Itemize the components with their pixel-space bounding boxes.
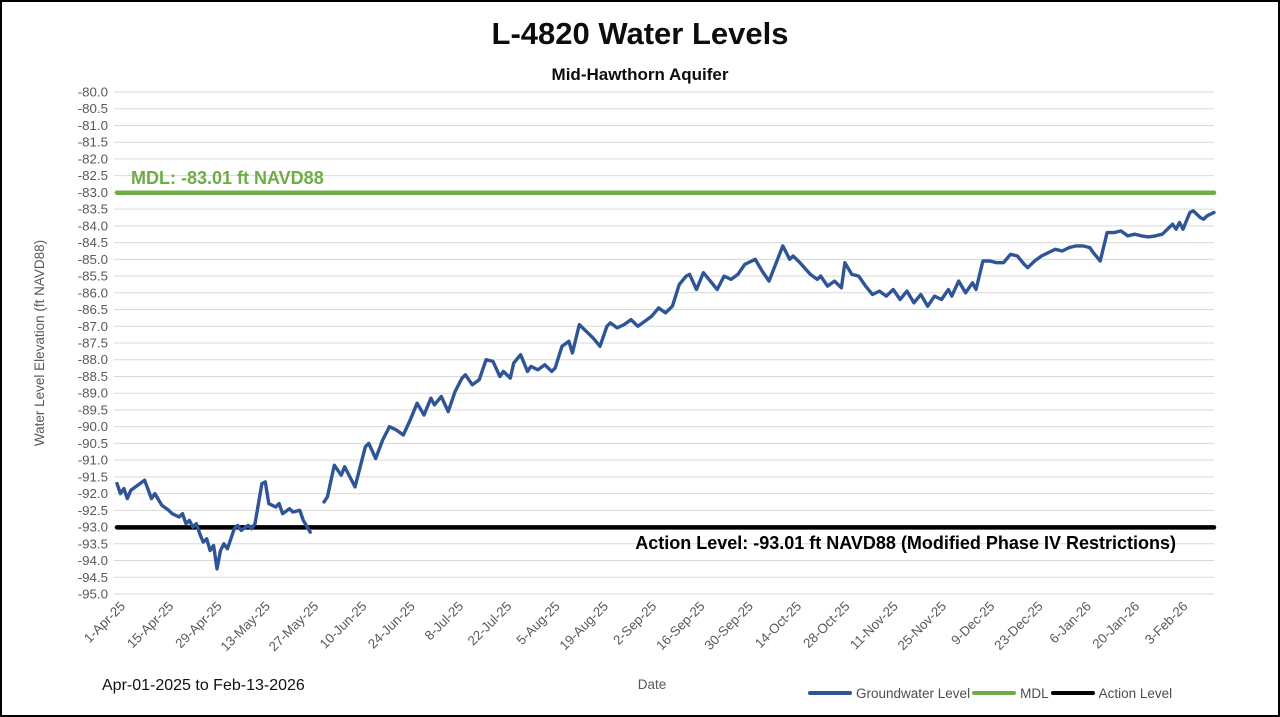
- groundwater-level-line: [322, 209, 1216, 504]
- chart-subtitle: Mid-Hawthorn Aquifer: [551, 65, 729, 84]
- y-tick-label: -80.0: [78, 85, 108, 100]
- x-tick-label: 20-Jan-26: [1089, 599, 1142, 652]
- x-tick-label: 9-Dec-25: [948, 599, 997, 648]
- y-tick-label: -85.0: [78, 252, 108, 267]
- y-tick-label: -81.0: [78, 118, 108, 133]
- legend-line-swatch: [1050, 691, 1095, 695]
- y-tick-label: -89.0: [78, 386, 108, 401]
- x-tick-label: 3-Feb-26: [1142, 599, 1191, 648]
- y-tick-label: -80.5: [78, 101, 108, 116]
- y-tick-label: -83.5: [78, 202, 108, 217]
- y-tick-label: -93.5: [78, 536, 108, 551]
- y-tick-label: -82.5: [78, 168, 108, 183]
- y-tick-label: -91.0: [78, 453, 108, 468]
- y-axis-tick-labels: -80.0-80.5 -81.0 -81.5-82.0 -82.5 -83.0 -83.5…: [78, 85, 108, 602]
- legend-label: Action Level: [1098, 685, 1173, 701]
- x-tick-label: 22-Jul-25: [465, 599, 515, 649]
- y-tick-label: -82.0: [78, 151, 108, 166]
- x-tick-label: 25-Nov-25: [895, 599, 950, 654]
- chart-title: L-4820 Water Levels: [491, 16, 789, 51]
- y-tick-label: -86.0: [78, 285, 108, 300]
- data-series: [115, 209, 1216, 571]
- y-tick-label: -92.0: [78, 486, 108, 501]
- x-tick-label: 27-May-25: [266, 599, 322, 655]
- x-tick-label: 28-Oct-25: [800, 599, 852, 651]
- legend-item-mdl: MDL: [972, 686, 1049, 701]
- y-tick-label: -93.0: [78, 520, 108, 535]
- legend-line-swatch: [972, 691, 1017, 695]
- x-tick-label: 19-Aug-25: [557, 599, 612, 654]
- reference-lines: [114, 190, 1217, 530]
- y-tick-label: -84.5: [78, 235, 108, 250]
- y-tick-label: -84.0: [78, 218, 108, 233]
- mdl-line-label: MDL: -83.01 ft NAVD88: [131, 168, 324, 188]
- y-tick-label: -91.5: [78, 469, 108, 484]
- x-tick-label: 6-Jan-26: [1046, 599, 1094, 647]
- x-tick-label: 2-Sep-25: [610, 599, 659, 648]
- legend-item-groundwater-level: Groundwater Level: [808, 686, 970, 701]
- x-tick-label: 11-Nov-25: [847, 599, 901, 653]
- x-axis-tick-labels: 1-Apr-2515-Apr-2529-Apr-2513-May-2527-Ma…: [81, 599, 1191, 655]
- y-tick-label: -90.5: [78, 436, 108, 451]
- x-tick-label: 14-Oct-25: [752, 599, 804, 651]
- y-tick-label: -86.5: [78, 302, 108, 317]
- legend-item-action-level: Action Level: [1050, 685, 1173, 701]
- x-tick-label: 5-Aug-25: [513, 599, 562, 648]
- legend-label: Groundwater Level: [856, 685, 971, 701]
- x-tick-label: 16-Sep-25: [653, 599, 708, 654]
- x-tick-label: 24-Jun-25: [365, 599, 418, 652]
- y-tick-label: -83.0: [78, 185, 108, 200]
- y-axis-title: Water Level Elevation (ft NAVD88): [32, 240, 47, 446]
- x-tick-label: 10-Jun-25: [317, 599, 370, 652]
- x-tick-label: 13-May-25: [217, 599, 273, 655]
- y-tick-label: -94.0: [78, 553, 108, 568]
- date-range-label: Apr-01-2025 to Feb-13-2026: [102, 677, 305, 694]
- y-tick-label: -90.0: [78, 419, 108, 434]
- x-tick-label: 30-Sep-25: [701, 599, 756, 654]
- legend-line-swatch: [808, 691, 852, 695]
- gridlines: [114, 91, 1214, 595]
- y-tick-label: -95.0: [78, 587, 108, 602]
- y-tick-label: -81.5: [78, 135, 108, 150]
- x-axis-title: Date: [637, 677, 667, 692]
- x-tick-label: 8-Jul-25: [422, 599, 467, 644]
- y-tick-label: -88.0: [78, 352, 108, 367]
- y-tick-label: -87.5: [78, 336, 108, 351]
- x-tick-label: 1-Apr-25: [81, 599, 128, 646]
- x-tick-label: 23-Dec-25: [991, 599, 1046, 654]
- y-tick-label: -85.5: [78, 269, 108, 284]
- action-level-label: Action Level: -93.01 ft NAVD88 (Modified…: [635, 533, 1176, 553]
- y-tick-label: -87.0: [78, 319, 108, 334]
- y-tick-label: -94.5: [78, 570, 108, 585]
- groundwater-level-line: [115, 478, 312, 571]
- y-tick-label: -88.5: [78, 369, 108, 384]
- x-tick-label: 15-Apr-25: [124, 599, 176, 651]
- legend: Groundwater Level MDL Action Level: [808, 683, 1174, 703]
- legend-label: MDL: [1020, 685, 1049, 701]
- y-tick-label: -92.5: [78, 503, 108, 518]
- y-tick-label: -89.5: [78, 402, 108, 417]
